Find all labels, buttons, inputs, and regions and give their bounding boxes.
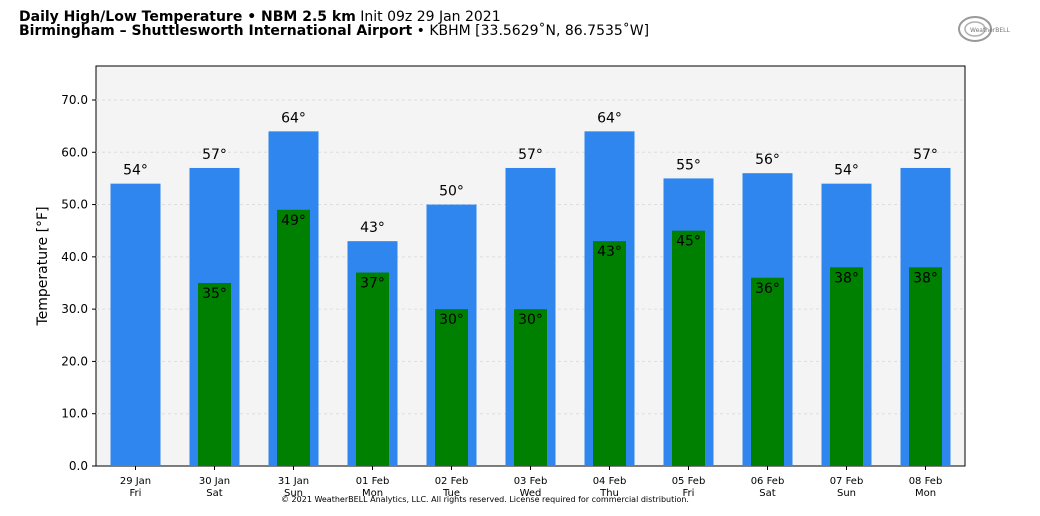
low-label: 38° [913,270,938,286]
weatherbell-logo: WeatherBELL [958,16,1011,42]
location-coords: • KBHM [33.5629˚N, 86.7535˚W] [416,23,650,39]
high-bar [505,167,556,466]
high-bar [268,131,319,466]
high-bar [347,241,398,466]
x-tick-date: 02 Feb [435,476,469,487]
high-label: 50° [439,184,464,200]
low-bar [830,267,863,466]
copyright-footer: © 2021 WeatherBELL Analytics, LLC. All r… [281,495,689,504]
high-label: 57° [202,147,227,163]
logo-text: WeatherBELL [970,27,1011,34]
low-label: 49° [281,213,306,229]
high-bar [110,183,161,466]
high-bar [821,183,872,466]
x-tick-date: 30 Jan [199,476,230,487]
low-label: 35° [202,286,227,302]
low-bar [435,309,468,466]
chart-subtitle: Birmingham – Shuttlesworth International… [19,23,649,39]
y-tick-label: 30.0 [61,302,88,316]
x-tick-date: 31 Jan [278,476,309,487]
y-tick-label: 20.0 [61,354,88,368]
low-label: 43° [597,244,622,260]
high-label: 64° [281,110,306,126]
high-bar [663,178,714,466]
high-label: 54° [123,163,148,179]
location-name: Birmingham – Shuttlesworth International… [19,23,413,39]
high-label: 54° [834,163,859,179]
low-bar [593,241,626,466]
high-label: 43° [360,220,385,236]
y-tick-label: 10.0 [61,407,88,421]
x-tick-date: 01 Feb [356,476,390,487]
x-tick-date: 29 Jan [120,476,151,487]
low-label: 36° [755,281,780,297]
bars: 54° 57° 35° 64° 49° 43° 37° 50° 30° 57° 30° 64° 43° 5… [110,110,951,467]
high-bar [426,204,477,467]
low-bar [672,230,705,466]
low-bar [277,209,310,467]
high-bar [584,131,635,466]
y-tick-label: 40.0 [61,250,88,264]
y-tick-label: 70.0 [61,93,88,107]
title-init: Init 09z 29 Jan 2021 [360,9,501,25]
x-tick-date: 03 Feb [514,476,548,487]
x-tick-date: 08 Feb [909,476,943,487]
x-tick-date: 07 Feb [830,476,864,487]
low-bar [514,309,547,466]
grid-lines [96,99,965,415]
high-label: 57° [518,147,543,163]
low-bar [751,277,784,466]
low-label: 45° [676,234,701,250]
y-tick-label: 60.0 [61,145,88,159]
low-bar [356,272,389,466]
low-label: 30° [518,312,543,328]
low-label: 30° [439,312,464,328]
low-label: 38° [834,270,859,286]
high-label: 56° [755,152,780,168]
x-tick-date: 06 Feb [751,476,785,487]
chart-title: Daily High/Low Temperature • NBM 2.5 km … [19,9,501,25]
y-axis-label: Temperature [°F] [35,206,51,326]
high-label: 55° [676,157,701,173]
y-tick-label: 50.0 [61,198,88,212]
high-bar [742,173,793,466]
x-tick-date: 05 Feb [672,476,706,487]
high-bar [189,167,240,466]
high-label: 64° [597,110,622,126]
low-label: 37° [360,276,385,292]
low-bar [198,282,231,466]
high-label: 57° [913,147,938,163]
title-main: Daily High/Low Temperature • NBM 2.5 km [19,9,356,25]
x-tick-date: 04 Feb [593,476,627,487]
y-tick-label: 0.0 [69,459,88,473]
high-bar [900,167,951,466]
low-bar [909,267,942,466]
plot-area [95,65,966,467]
y-axis: 0.0 10.0 20.0 30.0 40.0 50.0 60.0 70.0 [61,93,96,473]
